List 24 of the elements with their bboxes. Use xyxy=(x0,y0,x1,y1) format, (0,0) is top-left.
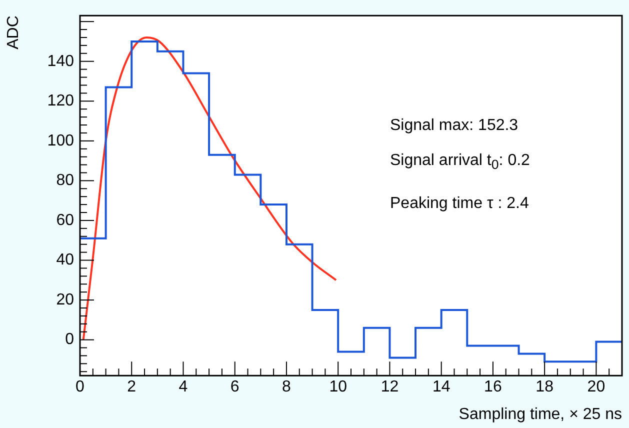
y-tick-label: 40 xyxy=(56,252,74,269)
x-tick-label: 20 xyxy=(587,378,606,396)
x-tick-label: 18 xyxy=(536,378,554,396)
annotation: Signal arrival t$_{0}$: 0.2 xyxy=(390,152,530,172)
y-tick-label: 80 xyxy=(56,172,74,190)
x-tick-label: 2 xyxy=(127,378,136,396)
y-axis-title: ADC xyxy=(5,16,22,50)
annotation: Peaking time τ : 2.4 xyxy=(390,195,529,213)
x-tick-label: 8 xyxy=(282,378,292,396)
y-tick-label: 120 xyxy=(47,92,74,110)
x-tick-label: 4 xyxy=(178,378,188,396)
x-tick-label: 10 xyxy=(329,378,348,396)
y-tick-label: 60 xyxy=(56,212,74,229)
x-tick-label: 16 xyxy=(484,378,502,396)
line-series xyxy=(82,36,338,341)
x-tick-label: 12 xyxy=(380,378,399,396)
y-tick-label: 20 xyxy=(56,291,74,308)
y-tick-label: 100 xyxy=(47,132,74,150)
x-tick-label: 6 xyxy=(230,378,240,396)
y-tick-label: 140 xyxy=(47,52,74,70)
x-tick-label: 14 xyxy=(432,378,450,396)
annotation: Signal max: 152.3 xyxy=(390,117,518,135)
x-axis-title: Sampling time, × 25 ns xyxy=(458,406,622,423)
y-tick-label: 0 xyxy=(65,331,74,348)
